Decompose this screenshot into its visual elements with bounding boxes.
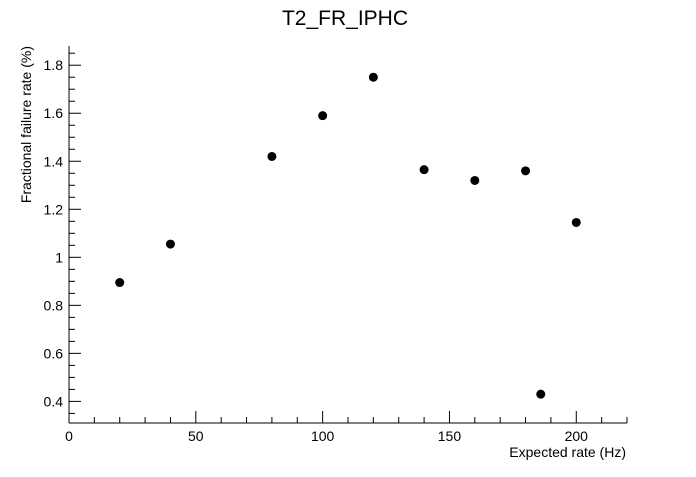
data-point [536,389,546,399]
data-point [165,239,175,249]
x-axis-label: Expected rate (Hz) [509,444,626,460]
data-point [419,165,429,175]
y-tick-label: 1.2 [44,201,64,217]
y-axis-ticks: 0.4 0.6 0.8 1 1.2 1.4 1.6 1.8 [44,52,81,414]
data-points [115,72,581,399]
x-axis-ticks: 0 50 100 150 200 [65,411,628,444]
y-tick-label: 1.6 [44,105,64,121]
x-tick-label: 200 [565,428,589,444]
y-tick-label: 1 [55,249,63,265]
y-tick-label: 0.4 [44,393,64,409]
data-point [267,151,277,161]
data-point [470,175,480,185]
x-tick-label: 0 [65,428,73,444]
y-axis-label: Fractional failure rate (%) [18,46,34,203]
x-tick-label: 100 [311,428,335,444]
y-tick-label: 1.4 [44,153,64,169]
chart-title: T2_FR_IPHC [282,7,408,30]
data-point [368,72,378,82]
data-point [115,278,125,288]
x-tick-label: 50 [188,428,204,444]
y-tick-label: 0.6 [44,345,64,361]
y-tick-label: 1.8 [44,57,64,73]
data-point [521,166,531,176]
data-point [318,111,328,121]
y-tick-label: 0.8 [44,297,64,313]
data-point [571,217,581,227]
x-tick-label: 150 [438,428,462,444]
